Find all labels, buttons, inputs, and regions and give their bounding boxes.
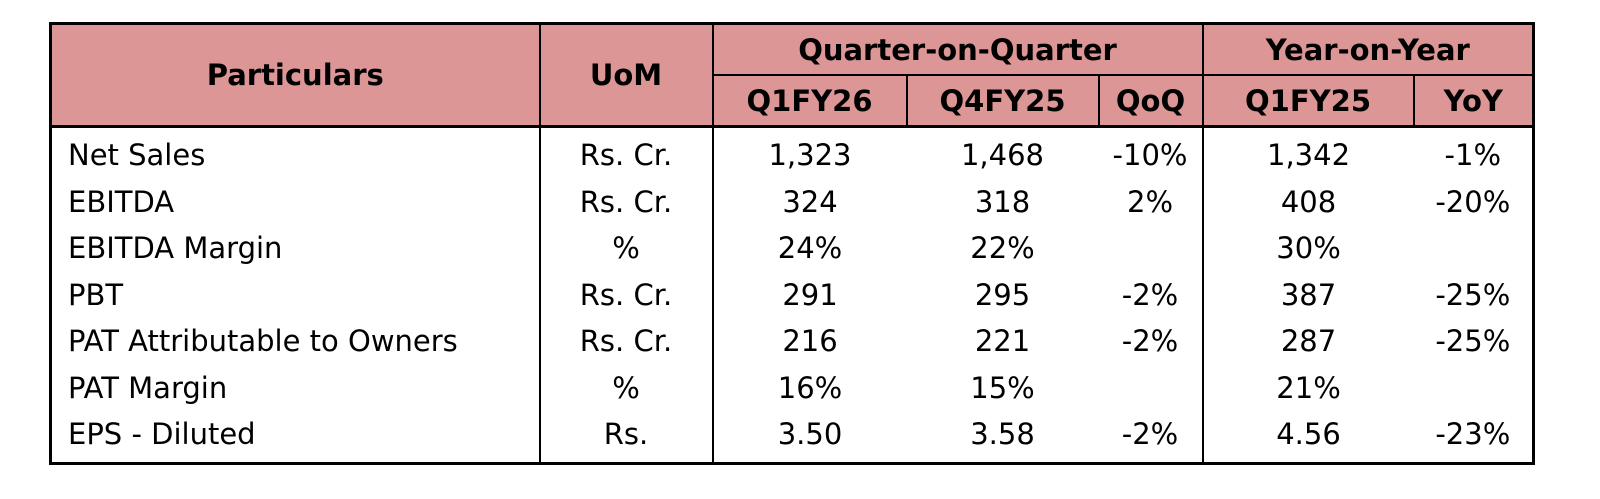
table-row: EBITDA Margin % 24% 22% 30% — [49, 225, 1535, 272]
cell-yoy: -1% — [1413, 126, 1535, 179]
cell-yoy: -25% — [1413, 318, 1535, 365]
cell-q1fy25: 287 — [1201, 318, 1414, 365]
cell-particular: PBT — [49, 271, 541, 318]
cell-qoq: -2% — [1098, 271, 1204, 318]
cell-q1fy26: 324 — [711, 178, 907, 225]
cell-particular: EBITDA — [49, 178, 541, 225]
cell-q1fy26: 3.50 — [711, 411, 907, 463]
cell-q4fy25: 22% — [970, 231, 1035, 266]
cell-q1fy25: 408 — [1201, 178, 1414, 225]
financial-results-table: Particulars UoM Quarter-on-Quarter Year-… — [49, 22, 1536, 465]
table-body: Net Sales Rs. Cr. 1,323 1,468 -10% 1,342… — [49, 126, 1535, 463]
header-q1fy25: Q1FY25 — [1201, 74, 1415, 128]
cell-q1fy26: 1,323 — [711, 126, 907, 179]
table-row: PAT Margin % 16% 15% 21% — [49, 364, 1535, 411]
cell-q1fy26: 24% — [711, 225, 907, 272]
cell-q1fy26: 291 — [711, 271, 907, 318]
cell-q4fy25: 221 — [974, 324, 1031, 359]
table-row: EPS - Diluted Rs. 3.50 3.58 -2% 4.56 -23… — [49, 411, 1535, 463]
cell-yoy: -20% — [1413, 178, 1535, 225]
cell-q1fy26: 216 — [711, 318, 907, 365]
header-q1fy26: Q1FY26 — [711, 74, 908, 128]
table-row: Net Sales Rs. Cr. 1,323 1,468 -10% 1,342… — [49, 126, 1535, 179]
table-row: EBITDA Rs. Cr. 324 318 2% 408 -20% — [49, 178, 1535, 225]
cell-qoq — [1098, 225, 1204, 272]
cell-uom: Rs. — [538, 411, 714, 463]
cell-yoy: -25% — [1413, 271, 1535, 318]
cell-uom: Rs. Cr. — [538, 318, 714, 365]
cell-particular: EBITDA Margin — [49, 225, 541, 272]
table-row: PAT Attributable to Owners Rs. Cr. 216 2… — [49, 318, 1535, 365]
cell-yoy — [1413, 364, 1535, 411]
cell-q1fy25: 387 — [1201, 271, 1414, 318]
cell-uom: Rs. Cr. — [538, 271, 714, 318]
cell-q1fy25: 4.56 — [1201, 411, 1414, 463]
header-qoq: QoQ — [1097, 74, 1204, 128]
header-yoy: YoY — [1412, 74, 1535, 128]
cell-q4fy25: 15% — [970, 370, 1035, 405]
cell-particular: PAT Margin — [49, 364, 541, 411]
cell-particular: EPS - Diluted — [49, 411, 541, 463]
cell-qoq — [1098, 364, 1204, 411]
cell-particular: PAT Attributable to Owners — [49, 318, 541, 365]
table-header: Particulars UoM Quarter-on-Quarter Year-… — [49, 23, 1535, 128]
cell-qoq: 2% — [1098, 178, 1204, 225]
cell-uom: Rs. Cr. — [538, 178, 714, 225]
header-particulars: Particulars — [49, 23, 541, 128]
cell-uom: % — [538, 364, 714, 411]
cell-qoq: -10% — [1098, 126, 1204, 179]
cell-q4fy25: 1,468 — [960, 138, 1045, 173]
cell-q1fy25: 21% — [1201, 364, 1414, 411]
cell-q4fy25: 295 — [974, 277, 1031, 312]
cell-qoq: -2% — [1098, 411, 1204, 463]
cell-q1fy25: 1,342 — [1201, 126, 1414, 179]
header-q4fy25: Q4FY25 — [905, 74, 1100, 128]
cell-yoy — [1413, 225, 1535, 272]
cell-q4fy25: 318 — [974, 184, 1031, 219]
cell-q1fy25: 30% — [1201, 225, 1414, 272]
header-uom: UoM — [538, 23, 714, 128]
cell-uom: % — [538, 225, 714, 272]
header-group-year-on-year: Year-on-Year — [1201, 23, 1535, 76]
table-row: PBT Rs. Cr. 291 295 -2% 387 -25% — [49, 271, 1535, 318]
cell-uom: Rs. Cr. — [538, 126, 714, 179]
cell-q1fy26: 16% — [711, 364, 907, 411]
cell-qoq: -2% — [1098, 318, 1204, 365]
cell-q4fy25: 3.58 — [970, 417, 1035, 452]
header-group-quarter-on-quarter: Quarter-on-Quarter — [711, 23, 1204, 76]
cell-particular: Net Sales — [49, 126, 541, 179]
cell-yoy: -23% — [1413, 411, 1535, 463]
